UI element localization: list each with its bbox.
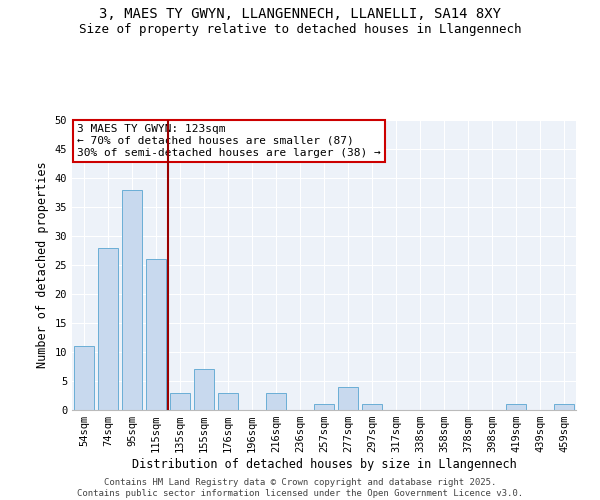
Bar <box>170 392 190 410</box>
Bar <box>122 190 142 410</box>
Bar <box>74 346 94 410</box>
Y-axis label: Number of detached properties: Number of detached properties <box>36 162 49 368</box>
Bar <box>362 404 382 410</box>
Text: Contains HM Land Registry data © Crown copyright and database right 2025.
Contai: Contains HM Land Registry data © Crown c… <box>77 478 523 498</box>
Bar <box>338 387 358 410</box>
Bar <box>218 392 238 410</box>
Bar <box>554 404 574 410</box>
X-axis label: Distribution of detached houses by size in Llangennech: Distribution of detached houses by size … <box>131 458 517 471</box>
Bar <box>194 370 214 410</box>
Bar <box>266 392 286 410</box>
Bar <box>506 404 526 410</box>
Bar <box>98 248 118 410</box>
Text: 3, MAES TY GWYN, LLANGENNECH, LLANELLI, SA14 8XY: 3, MAES TY GWYN, LLANGENNECH, LLANELLI, … <box>99 8 501 22</box>
Text: Size of property relative to detached houses in Llangennech: Size of property relative to detached ho… <box>79 22 521 36</box>
Text: 3 MAES TY GWYN: 123sqm
← 70% of detached houses are smaller (87)
30% of semi-det: 3 MAES TY GWYN: 123sqm ← 70% of detached… <box>77 124 381 158</box>
Bar <box>314 404 334 410</box>
Bar <box>146 259 166 410</box>
